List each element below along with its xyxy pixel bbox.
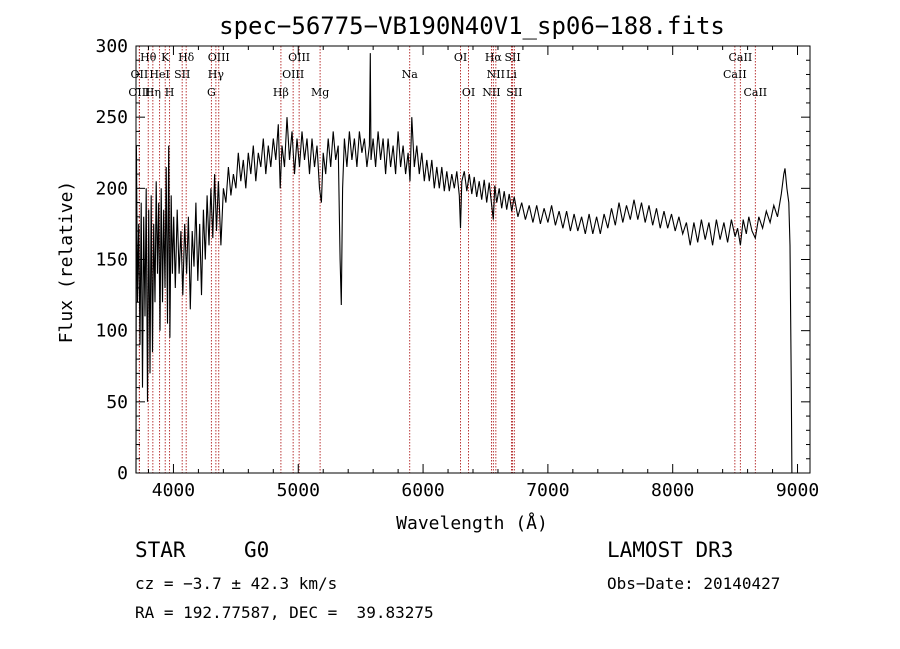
y-tick-label: 0 [117,463,128,484]
line-label: OIII [282,68,304,81]
line-label: Mg [311,86,329,99]
y-tick-label: 100 [95,321,128,342]
x-tick-label: 9000 [776,480,819,501]
redshift-readout: cz = −3.7 ± 42.3 km/s [135,574,338,593]
line-label: OI [454,51,467,64]
coordinates: RA = 192.77587, DEC = 39.83275 [135,603,434,622]
line-label: Hβ [273,86,289,99]
line-label: OIII [128,86,150,99]
x-tick-label: 6000 [401,480,444,501]
line-markers [138,46,756,473]
line-label: SII [174,68,190,81]
survey-name: LAMOST DR3 [607,538,734,562]
spectrum-line [135,53,793,474]
x-tick-label: 5000 [277,480,320,501]
line-label: CaII [729,51,753,64]
y-tick-label: 200 [95,178,128,199]
y-axis-label: Flux (relative) [56,181,77,344]
line-label: CaII [723,68,747,81]
obs-date: Obs−Date: 20140427 [607,574,781,593]
line-label: SII [504,51,520,64]
line-label: Hη [145,86,161,99]
line-label: NII [482,86,500,99]
line-label: Na [402,68,419,81]
line-label: H [165,86,175,99]
line-label: Hα [485,51,503,64]
spectral-subclass: G0 [244,538,270,562]
line-label: HeI [149,68,169,81]
x-tick-label: 4000 [152,480,195,501]
line-label: Hθ [140,51,157,64]
chart-title: spec−56775−VB190N40V1_sp06−188.fits [219,12,725,40]
line-label: K [161,51,170,64]
x-tick-label: 8000 [651,480,694,501]
plot-frame [135,45,811,474]
line-label: OIII [208,51,230,64]
object-class: STAR [135,538,186,562]
line-label: NII [487,68,505,81]
y-axis: 0 50 100 150 200 250 300 [95,36,810,484]
line-label: SII [506,86,522,99]
x-axis-label: Wavelength (Å) [396,512,548,534]
line-label: Li [506,68,517,81]
line-label: Hδ [178,51,195,64]
line-label: OIII [288,51,310,64]
y-tick-label: 300 [95,36,128,57]
line-label: OI [462,86,475,99]
y-tick-label: 50 [106,392,128,413]
y-tick-label: 150 [95,250,128,271]
y-tick-label: 250 [95,107,128,128]
x-tick-label: 7000 [526,480,569,501]
line-label: CaII [743,86,767,99]
x-axis: 4000 5000 6000 7000 8000 9000 [147,46,819,501]
line-label: G [207,86,216,99]
line-label: Hγ [208,68,225,81]
